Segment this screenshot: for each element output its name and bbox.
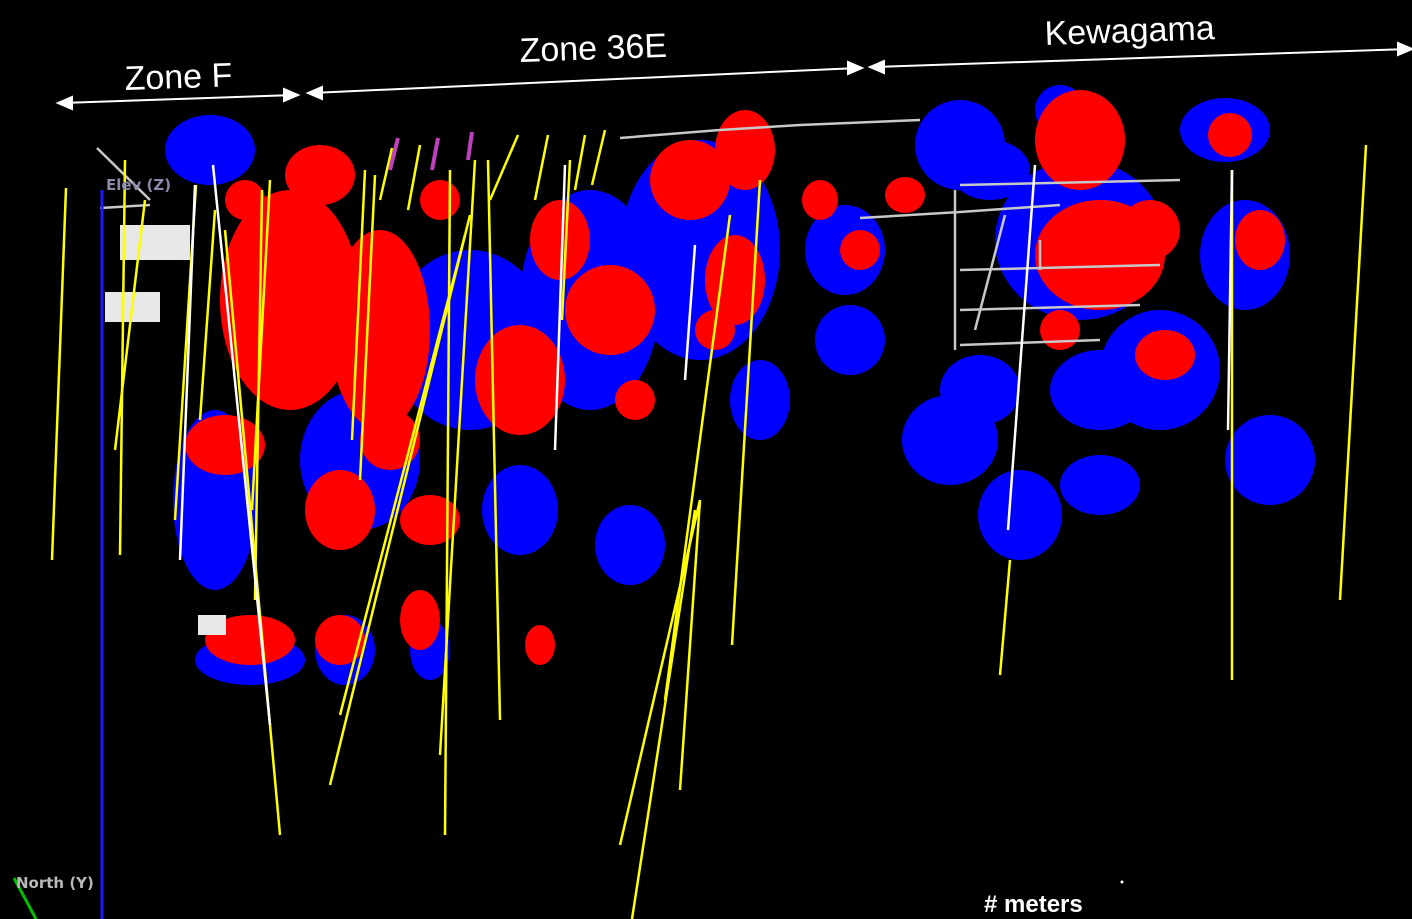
arrow-head-left xyxy=(867,59,885,75)
elevation-axis-label: Elev (Z) xyxy=(106,176,171,194)
arrow-head-right xyxy=(1397,41,1412,57)
north-axis xyxy=(12,877,38,919)
arrow-head-right xyxy=(847,60,865,76)
arrow-head-left xyxy=(305,85,323,101)
drillholes xyxy=(50,129,1368,919)
zone-f-label: Zone F xyxy=(124,56,233,98)
kewagama-label: Kewagama xyxy=(1044,9,1215,53)
drillhole-traces xyxy=(178,164,1234,726)
zone-36e-label: Zone 36E xyxy=(519,27,668,70)
north-axis-label: North (Y) xyxy=(16,874,94,892)
scale-marker xyxy=(1120,880,1124,884)
arrow-head-right xyxy=(283,87,301,103)
arrow-head-left xyxy=(55,95,73,111)
zone-36e-extent xyxy=(311,67,859,94)
low-grade-shells xyxy=(165,85,1315,685)
kewagama-extent xyxy=(873,48,1409,68)
zone-f-extent xyxy=(61,94,295,104)
zone-extent-arrows xyxy=(55,41,1412,111)
drillhole-collars xyxy=(388,131,474,171)
scale-label: # meters xyxy=(984,891,1083,918)
